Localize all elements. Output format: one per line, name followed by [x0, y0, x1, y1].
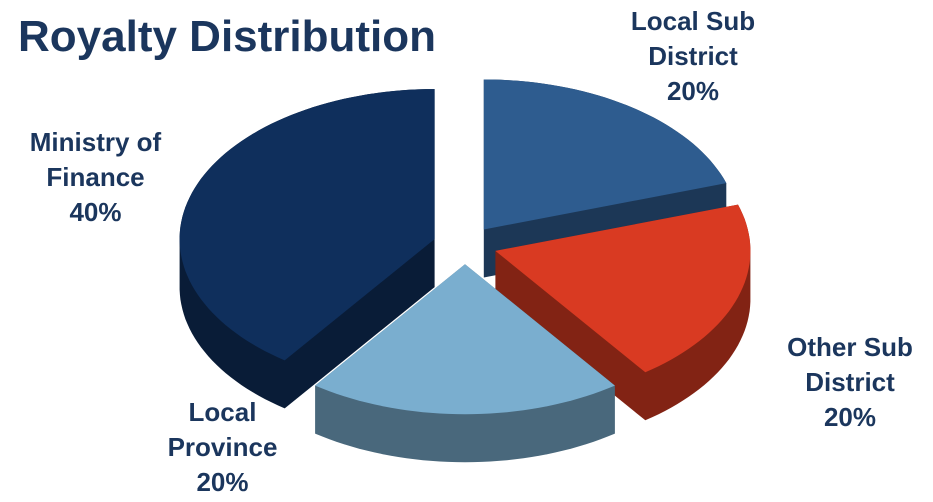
category-label: Ministry of Finance [29, 127, 162, 192]
slice [179, 89, 435, 361]
slice [315, 264, 615, 415]
category-label: Local Sub District [630, 6, 756, 71]
value-label: 20% [666, 76, 720, 106]
category-label: Local Province [167, 397, 278, 462]
slice [483, 79, 727, 230]
category-label: Other Sub District [787, 332, 913, 397]
value-label: 20% [196, 467, 249, 497]
slice-label: Other Sub District 20% [762, 330, 933, 435]
value-label: 40% [69, 197, 122, 227]
slice [495, 204, 751, 373]
slice-label: Ministry of Finance 40% [8, 125, 183, 230]
chart-title: Royalty Distribution [18, 12, 437, 61]
slice-label: Local Sub District 20% [608, 4, 778, 109]
slice-label: Local Province 20% [155, 395, 290, 500]
value-label: 20% [823, 402, 877, 432]
